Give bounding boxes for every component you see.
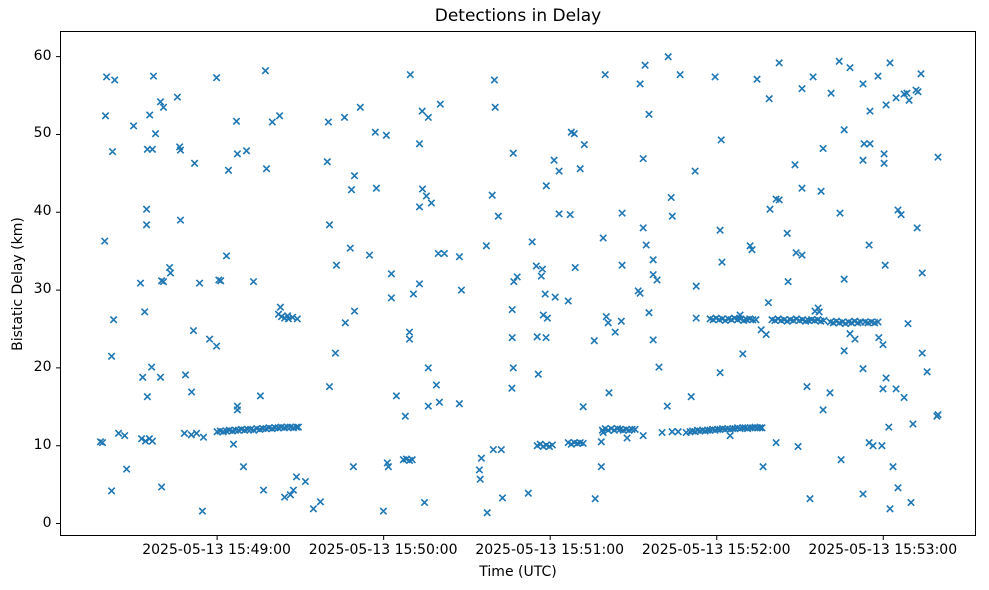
x-tick-label: 2025-05-13 15:50:00 (308, 542, 458, 558)
y-tick-label: 50 (33, 125, 52, 142)
y-tick-label: 0 (42, 514, 52, 531)
y-tick-label: 10 (33, 436, 52, 453)
x-tick-label: 2025-05-13 15:51:00 (475, 542, 625, 558)
x-tick-label: 2025-05-13 15:49:00 (142, 542, 291, 558)
y-tick-label: 20 (33, 358, 52, 375)
scatter-points (96, 52, 942, 517)
y-tick-label: 60 (33, 47, 52, 64)
scatter-canvas (55, 52, 942, 540)
plot-area (59, 31, 976, 536)
x-axis-label: Time (UTC) (479, 564, 557, 580)
chart-title: Detections in Delay (434, 6, 602, 26)
x-tick-label: 2025-05-13 15:52:00 (641, 542, 791, 558)
x-tick-label: 2025-05-13 15:53:00 (808, 542, 958, 558)
y-tick-label: 40 (33, 203, 52, 220)
axis-ticks (55, 56, 884, 540)
y-tick-label: 30 (33, 281, 52, 298)
